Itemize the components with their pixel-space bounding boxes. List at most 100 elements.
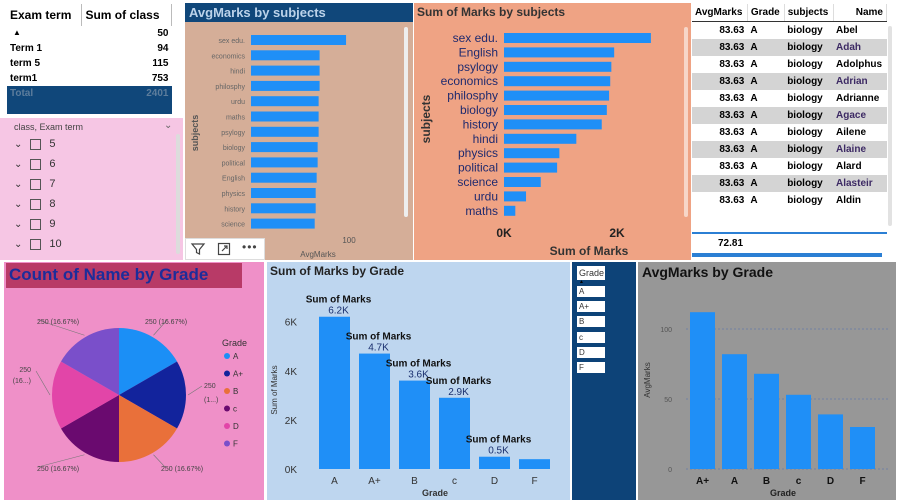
bar[interactable] xyxy=(504,177,541,187)
chevron-down-icon[interactable]: ⌄ xyxy=(14,219,23,230)
chart-scrollbar[interactable] xyxy=(404,27,408,217)
chevron-down-icon[interactable]: ⌄ xyxy=(14,159,23,170)
table-scrollbar-vertical[interactable] xyxy=(888,26,892,226)
legend-marker[interactable] xyxy=(224,370,230,377)
bar[interactable] xyxy=(251,96,319,107)
avgmarks-by-subjects-chart[interactable]: AvgMarks by subjects subjects sex edu. ec… xyxy=(185,3,413,260)
bar[interactable] xyxy=(399,380,430,469)
checkbox[interactable] xyxy=(30,178,42,190)
slicer-item[interactable]: A+ xyxy=(577,301,605,312)
slicer-item[interactable]: ⌄ 10 xyxy=(14,238,62,250)
pie-slice[interactable] xyxy=(119,395,178,462)
sort-ascending-icon[interactable]: ▲ xyxy=(579,279,584,285)
checkbox[interactable] xyxy=(30,218,42,230)
bar[interactable] xyxy=(504,133,577,144)
slicer-item[interactable]: F xyxy=(577,362,605,373)
legend-label[interactable]: A+ xyxy=(233,370,243,379)
bar[interactable] xyxy=(251,126,319,137)
slicer-item[interactable]: ⌄ 6 xyxy=(14,158,56,170)
slicer-item[interactable]: ⌄ 8 xyxy=(14,198,56,210)
scroll-bar[interactable] xyxy=(692,253,882,257)
bar[interactable] xyxy=(504,162,558,173)
bar[interactable] xyxy=(690,312,715,469)
checkbox[interactable] xyxy=(30,158,42,170)
bar[interactable] xyxy=(504,90,610,101)
bar[interactable] xyxy=(251,80,320,91)
legend-marker[interactable] xyxy=(224,405,230,412)
bar[interactable] xyxy=(504,191,527,202)
slicer-item[interactable]: D xyxy=(577,347,605,358)
bar[interactable] xyxy=(251,111,319,122)
chevron-down-icon[interactable]: ⌄ xyxy=(14,139,23,150)
slicer-item[interactable]: A xyxy=(577,286,605,297)
bar[interactable] xyxy=(818,414,843,469)
bar[interactable] xyxy=(251,172,317,183)
chevron-down-icon[interactable]: ⌄ xyxy=(14,179,23,190)
bar[interactable] xyxy=(439,397,470,469)
bar[interactable] xyxy=(504,61,612,72)
pie-slice[interactable] xyxy=(60,395,119,462)
slicer-item[interactable]: ⌄ 7 xyxy=(14,178,56,190)
bar[interactable] xyxy=(251,188,316,198)
chevron-down-icon[interactable]: ⌄ xyxy=(164,120,173,131)
bar[interactable] xyxy=(251,203,316,214)
bar[interactable] xyxy=(504,33,651,43)
slicer-scrollbar[interactable] xyxy=(176,134,180,254)
focus-mode-icon[interactable] xyxy=(216,241,232,260)
legend-marker[interactable] xyxy=(224,353,230,359)
sort-ascending-icon[interactable]: ▲ xyxy=(13,28,21,37)
bar[interactable] xyxy=(504,205,516,216)
bar[interactable] xyxy=(722,354,747,469)
slicer-item[interactable]: ⌄ 9 xyxy=(14,218,56,230)
bar[interactable] xyxy=(479,456,510,469)
bar[interactable] xyxy=(504,105,607,115)
chevron-down-icon[interactable]: ⌄ xyxy=(14,199,23,210)
legend-label[interactable]: F xyxy=(233,440,238,449)
legend-marker[interactable] xyxy=(224,388,230,394)
chevron-down-icon[interactable]: ⌄ xyxy=(14,239,23,250)
pie-slice[interactable] xyxy=(119,361,186,429)
checkbox[interactable] xyxy=(30,198,42,210)
slicer-item[interactable]: ⌄ 5 xyxy=(14,138,56,150)
bar[interactable] xyxy=(251,65,320,76)
checkbox[interactable] xyxy=(30,238,42,250)
bar[interactable] xyxy=(504,119,602,130)
bar[interactable] xyxy=(504,148,560,159)
pie-slice[interactable] xyxy=(60,328,119,395)
col-header-avgmarks[interactable]: AvgMarks xyxy=(692,4,748,22)
bar[interactable] xyxy=(251,35,347,45)
slicer-header[interactable]: Grade xyxy=(577,266,605,280)
sum-of-marks-by-subjects-chart[interactable]: Sum of Marks by subjects subjects sex ed… xyxy=(414,3,691,260)
more-options-icon[interactable]: ••• xyxy=(242,240,258,254)
legend-marker[interactable] xyxy=(224,423,230,429)
filter-icon[interactable] xyxy=(190,241,206,260)
exam-term-table[interactable]: Exam term Sum of class 50 Term 1 94 term … xyxy=(7,4,172,114)
chart-scrollbar[interactable] xyxy=(684,27,688,217)
legend-label[interactable]: c xyxy=(233,405,237,414)
col-header-sum-of-class[interactable]: Sum of class xyxy=(81,4,172,26)
class-exam-term-slicer[interactable]: class, Exam term ⌄ ⌄ 5 ⌄ 6 ⌄ 7 ⌄ 8 ⌄ 9 ⌄ 10 xyxy=(0,118,183,260)
legend-label[interactable]: A xyxy=(233,352,239,361)
legend-marker[interactable] xyxy=(224,440,230,447)
checkbox[interactable] xyxy=(30,138,42,150)
bar[interactable] xyxy=(519,459,550,469)
bar[interactable] xyxy=(251,142,318,153)
bar[interactable] xyxy=(850,427,875,469)
sum-of-marks-by-grade-chart[interactable]: Sum of Marks by Grade Sum of Marks 0K 2K 4… xyxy=(267,262,570,500)
legend-label[interactable]: B xyxy=(233,387,238,396)
count-of-name-by-grade-chart[interactable]: Count of Name by Grade 250 (16.67%) 250 (1… xyxy=(4,262,264,500)
bar[interactable] xyxy=(359,353,390,469)
bar[interactable] xyxy=(251,50,320,61)
bar[interactable] xyxy=(251,157,318,168)
